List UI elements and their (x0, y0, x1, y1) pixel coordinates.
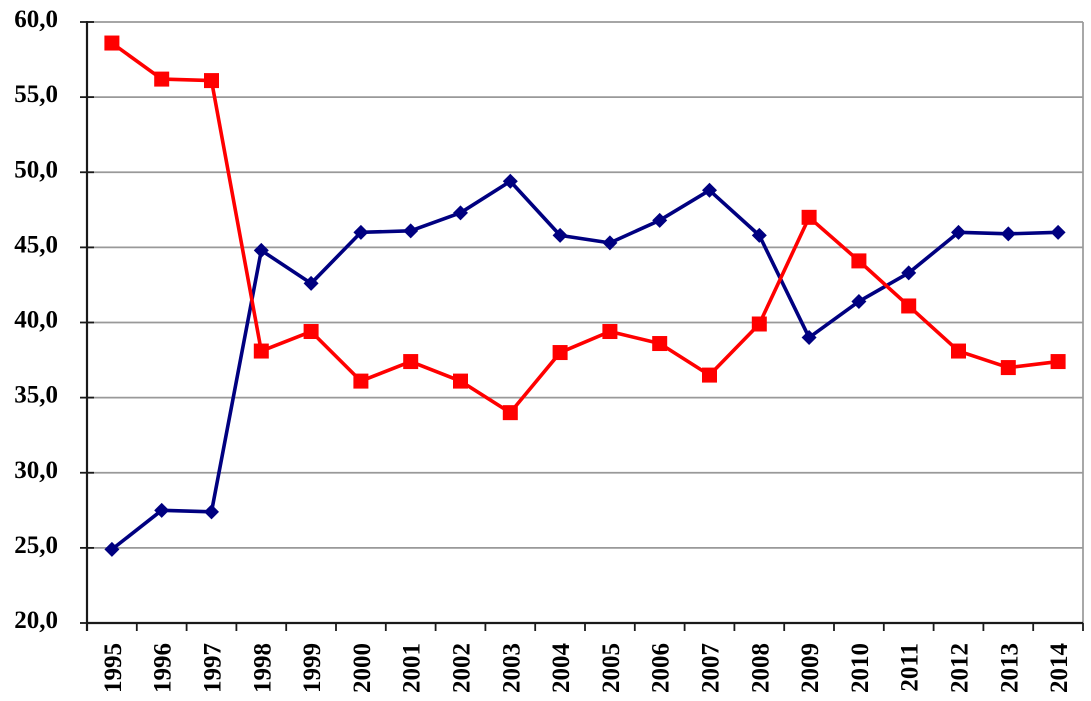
navy-diamond-series-marker (1050, 224, 1066, 240)
navy-diamond-series-marker (303, 275, 319, 291)
red-square-series-marker (204, 73, 219, 89)
red-square-series-marker (403, 354, 419, 370)
red-square-series-marker (303, 324, 319, 340)
x-axis-tick-label: 2010 (847, 643, 874, 693)
x-axis-tick-label: 1999 (299, 643, 326, 693)
x-axis-tick-label: 2003 (498, 643, 525, 693)
navy-diamond-series-marker (502, 173, 518, 189)
navy-diamond-series-marker (951, 224, 966, 240)
x-axis-tick-label: 2002 (449, 643, 476, 693)
red-square-series-marker (1050, 354, 1066, 370)
red-square-series-marker (104, 35, 120, 51)
x-axis-tick-label: 2004 (548, 643, 575, 694)
x-axis-tick-label: 2011 (897, 643, 924, 692)
x-axis-tick-label: 2012 (947, 643, 974, 693)
x-axis-tick-label: 2006 (648, 643, 675, 693)
x-axis-tick-label: 1996 (150, 643, 177, 693)
navy-diamond-series-line (110, 179, 1059, 551)
navy-diamond-series-marker (552, 227, 568, 243)
red-square-series-marker (901, 298, 917, 314)
navy-diamond-series-marker (453, 205, 468, 221)
y-axis-tick-label: 40,0 (14, 307, 58, 334)
red-square-series-marker (154, 71, 170, 87)
red-square-series-marker (253, 343, 269, 359)
red-square-series-line (110, 41, 1059, 415)
y-axis-tick-label: 45,0 (14, 231, 58, 258)
x-axis-tick-label: 1998 (249, 643, 276, 693)
x-axis-tick-label: 1995 (100, 643, 127, 693)
red-square-series-marker (652, 336, 668, 352)
navy-diamond-series-marker (253, 242, 269, 258)
x-axis-tick-label: 2009 (797, 643, 824, 693)
y-axis-tick-label: 30,0 (14, 457, 58, 484)
navy-diamond-series-marker (204, 504, 219, 520)
navy-diamond-series-marker (901, 265, 917, 281)
navy-diamond-series-marker (652, 212, 668, 228)
x-axis-tick-label: 2000 (349, 643, 376, 693)
x-axis-tick-label: 1997 (200, 643, 227, 693)
y-axis-tick-label: 50,0 (14, 156, 58, 183)
x-axis-tick-label: 2013 (996, 643, 1023, 693)
red-square-series-marker (702, 367, 717, 383)
red-square-series-marker (552, 345, 568, 361)
red-square-series-marker (1000, 360, 1016, 376)
red-square-series-marker (801, 209, 817, 225)
red-square-series-marker (851, 253, 867, 269)
navy-diamond-series-marker (602, 235, 618, 251)
red-square-series-marker (353, 373, 369, 389)
y-axis-tick-label: 25,0 (14, 532, 58, 559)
navy-diamond-series-marker (104, 541, 120, 557)
y-axis-tick-label: 20,0 (14, 607, 58, 634)
red-square-series-marker (453, 373, 468, 389)
navy-diamond-series-marker (154, 502, 170, 518)
navy-diamond-series-marker (1000, 226, 1016, 242)
x-axis-tick-label: 2005 (598, 643, 625, 693)
navy-diamond-series-marker (851, 293, 867, 309)
red-square-series-marker (602, 324, 618, 340)
x-axis-tick-label: 2014 (1046, 643, 1073, 694)
red-square-series-marker (951, 343, 966, 359)
red-square-series-marker (502, 405, 518, 421)
y-axis-tick-label: 60,0 (14, 6, 58, 33)
y-axis-tick-label: 55,0 (14, 81, 58, 108)
x-axis-tick-label: 2001 (399, 643, 426, 693)
x-axis-tick-label: 2008 (747, 643, 774, 693)
navy-diamond-series-marker (403, 223, 419, 239)
navy-diamond-series-marker (702, 182, 717, 198)
navy-diamond-series-marker (801, 330, 817, 346)
navy-diamond-series-marker (353, 224, 369, 240)
y-axis-tick-label: 35,0 (14, 382, 58, 409)
red-square-series-marker (751, 316, 767, 332)
navy-diamond-series-marker (751, 227, 767, 243)
x-axis-tick-label: 2007 (698, 643, 725, 693)
